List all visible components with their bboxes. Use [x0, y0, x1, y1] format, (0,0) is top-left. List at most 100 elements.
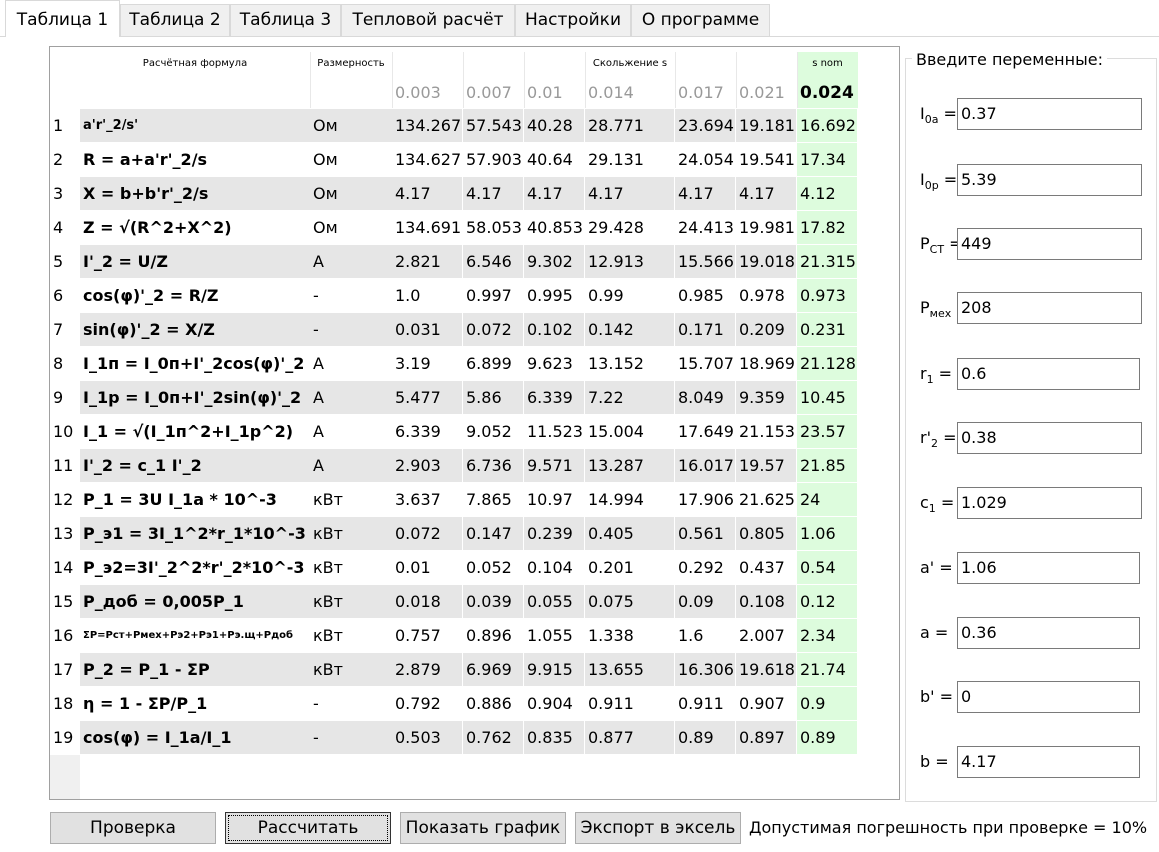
value-cell: 0.102: [524, 313, 585, 347]
value-cell: 0.911: [675, 687, 736, 721]
value-cell: 4.17: [736, 177, 797, 211]
variable-input[interactable]: 0: [957, 681, 1140, 713]
variable-input[interactable]: 449: [957, 228, 1142, 260]
value-cell: 14.994: [585, 483, 675, 517]
value-cell: 1.6: [675, 619, 736, 653]
variable-equals: =: [937, 428, 957, 447]
tab-bar-line: [0, 36, 1159, 37]
variable-subscript: 1: [926, 373, 934, 387]
value-cell: 0.039: [463, 585, 524, 619]
value-cell: 0.911: [585, 687, 675, 721]
value-cell: 0.89: [797, 721, 858, 755]
formula-cell: sin(φ)'_2 = X/Z: [80, 313, 310, 347]
value-cell: 9.623: [524, 347, 585, 381]
row-header-filler: [50, 755, 80, 799]
value-cell: 0.897: [736, 721, 797, 755]
button[interactable]: Проверка: [50, 812, 216, 844]
value-cell: 134.627: [392, 143, 463, 177]
value-cell: 0.877: [585, 721, 675, 755]
unit-cell: Ом: [310, 109, 392, 143]
tab[interactable]: Таблица 2: [120, 4, 230, 36]
variable-input[interactable]: 4.17: [957, 746, 1140, 778]
unit-cell: А: [310, 449, 392, 483]
value-cell: 10.45: [797, 381, 858, 415]
formula-cell: P_1 = 3U I_1а * 10^-3: [80, 483, 310, 517]
value-cell: 12.913: [585, 245, 675, 279]
variable-input[interactable]: 208: [957, 292, 1142, 324]
value-cell: 7.865: [463, 483, 524, 517]
variable-label: I0a =: [920, 98, 958, 130]
value-cell: 0.99: [585, 279, 675, 313]
tab[interactable]: О программе: [631, 4, 770, 36]
header-bg: [797, 78, 858, 108]
value-cell: 0.886: [463, 687, 524, 721]
variable-input[interactable]: 0.37: [957, 98, 1142, 130]
value-cell: 6.899: [463, 347, 524, 381]
variable-input[interactable]: 5.39: [957, 164, 1142, 196]
unit-cell: А: [310, 415, 392, 449]
variable-input[interactable]: 0.38: [957, 422, 1142, 454]
header-slip: Скольжение s: [592, 58, 668, 69]
unit-cell: кВт: [310, 653, 392, 687]
value-cell: 0.54: [797, 551, 858, 585]
variable-label: a =: [920, 617, 958, 649]
column-line: [736, 52, 737, 108]
formula-cell: R = a+a'r'_2/s: [80, 143, 310, 177]
value-cell: 0.231: [797, 313, 858, 347]
value-cell: 0.805: [736, 517, 797, 551]
tab[interactable]: Таблица 3: [230, 4, 341, 36]
value-cell: 11.523: [524, 415, 585, 449]
value-cell: 18.969: [736, 347, 797, 381]
value-cell: 0.108: [736, 585, 797, 619]
variable-symbol: P: [920, 234, 930, 253]
variable-equals: =: [930, 752, 949, 771]
variable-label: b' =: [920, 681, 958, 713]
value-cell: 0.072: [392, 517, 463, 551]
button[interactable]: Экспорт в эксель: [575, 812, 741, 844]
value-cell: 13.152: [585, 347, 675, 381]
tab[interactable]: Тепловой расчёт: [341, 4, 515, 36]
value-cell: 9.359: [736, 381, 797, 415]
tab[interactable]: Таблица 1: [5, 0, 120, 37]
value-cell: 0.437: [736, 551, 797, 585]
value-cell: 0.201: [585, 551, 675, 585]
value-cell: 15.707: [675, 347, 736, 381]
button[interactable]: Показать график: [400, 812, 566, 844]
value-cell: 2.821: [392, 245, 463, 279]
slip-value: 0.021: [739, 83, 785, 102]
row-number: 4: [53, 218, 64, 237]
variable-symbol: b: [920, 752, 931, 771]
variable-input[interactable]: 0.6: [957, 358, 1140, 390]
value-cell: 16.017: [675, 449, 736, 483]
value-cell: 15.566: [675, 245, 736, 279]
value-cell: 0.89: [675, 721, 736, 755]
tab[interactable]: Настройки: [515, 4, 631, 36]
value-cell: 0.239: [524, 517, 585, 551]
unit-cell: кВт: [310, 517, 392, 551]
formula-cell: cos(φ)'_2 = R/Z: [80, 279, 310, 313]
slip-value: 0.01: [527, 83, 563, 102]
row-number: 3: [53, 184, 64, 203]
group-title: Введите переменные:: [912, 50, 1107, 69]
variable-input[interactable]: 1.029: [957, 487, 1142, 519]
value-cell: 19.618: [736, 653, 797, 687]
row-number: 16: [53, 626, 74, 645]
slip-value: 0.014: [588, 83, 634, 102]
variable-input[interactable]: 0.36: [957, 617, 1140, 649]
unit-cell: -: [310, 687, 392, 721]
formula-cell: P_2 = P_1 - ΣP: [80, 653, 310, 687]
row-number: 1: [53, 116, 64, 135]
value-cell: 3.19: [392, 347, 463, 381]
variable-label: r'2 =: [920, 422, 958, 454]
variable-equals: =: [934, 558, 953, 577]
variable-input[interactable]: 1.06: [957, 552, 1140, 584]
value-cell: 21.128: [797, 347, 858, 381]
variable-equals: =: [933, 364, 953, 383]
value-cell: 0.561: [675, 517, 736, 551]
value-cell: 0.896: [463, 619, 524, 653]
variable-label: b =: [920, 746, 958, 778]
button[interactable]: Рассчитать: [225, 812, 391, 844]
value-cell: 9.302: [524, 245, 585, 279]
row-number: 15: [53, 592, 74, 611]
